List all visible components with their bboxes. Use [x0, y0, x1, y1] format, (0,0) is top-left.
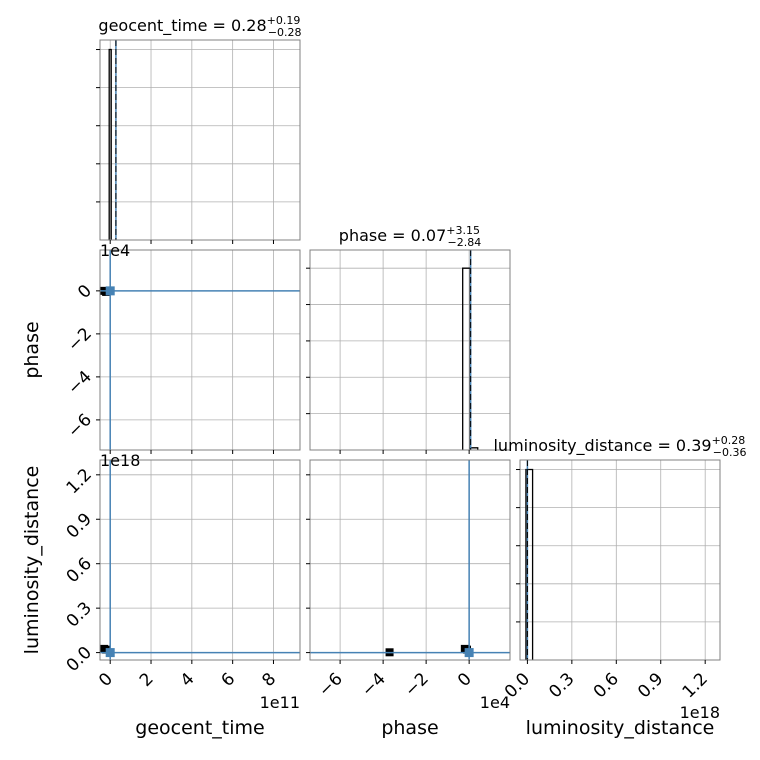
diag-2-title-sup: +0.28 — [712, 434, 746, 447]
diag-0-title: geocent_time = 0.28+0.19 −0.28 — [98, 14, 301, 39]
lower-2-0-xtick-label: 8 — [258, 669, 280, 691]
diag-0-hist-bin — [108, 48, 112, 240]
diag-2-title: luminosity_distance = 0.39+0.28 −0.36 — [493, 434, 746, 459]
diag-2-xtick-label: 0.9 — [634, 669, 667, 702]
lower-2-1-xlabel: phase — [381, 717, 438, 739]
lower-1-0-truth-marker — [105, 286, 115, 296]
diag-0-title-base: geocent_time = 0.28 — [98, 16, 266, 36]
diag-1-title: phase = 0.07+3.15 −2.84 — [339, 224, 481, 249]
lower-2-1-xtick-label: −2 — [401, 669, 433, 701]
diag-1-frame — [309, 249, 511, 451]
lower-2-0-ytick-label: 0.9 — [63, 509, 96, 542]
lower-2-0-ytick-label: 0.0 — [63, 643, 96, 676]
lower-2-0-xlabel: geocent_time — [135, 717, 264, 739]
lower-1-0-ytick-label: −2 — [64, 324, 96, 356]
diag-1-title-sub: −2.84 — [447, 236, 481, 249]
lower-2-0-xtick-label: 0 — [95, 669, 117, 691]
diag-1-title-sup: +3.15 — [446, 224, 480, 237]
diag-2-frame — [519, 459, 721, 661]
diag-1-title-base: phase = 0.07 — [339, 226, 446, 245]
lower-2-0-xtick-label: 6 — [218, 669, 240, 691]
diag-2-xlabel: luminosity_distance — [526, 717, 715, 739]
lower-1-0-y-offset: 1e4 — [100, 241, 130, 260]
lower-2-1-x-offset: 1e4 — [480, 693, 510, 712]
diag-0-frame — [99, 39, 301, 241]
lower-2-0-xtick-label: 2 — [136, 669, 158, 691]
lower-2-0-ytick-label: 0.3 — [63, 598, 96, 631]
lower-1-0-frame — [99, 249, 301, 451]
lower-1-0-ytick-label: −6 — [64, 410, 96, 442]
lower-2-1-xtick-label: −6 — [315, 669, 347, 701]
lower-2-0-x-offset: 1e11 — [260, 693, 300, 712]
diag-0-title-sup: +0.19 — [267, 14, 301, 27]
lower-2-0-truth-marker — [105, 648, 115, 658]
lower-2-0-ytick-label: 0.6 — [63, 554, 96, 587]
diag-2-title-base: luminosity_distance = 0.39 — [493, 436, 711, 456]
diag-2-hist-bin — [525, 468, 534, 660]
lower-2-1-xtick-label: 0 — [454, 669, 476, 691]
lower-1-0-ytick-label: 0 — [74, 281, 96, 303]
diag-2-xtick-label: 1.2 — [679, 669, 712, 702]
diag-2-xtick-label: 0.3 — [545, 669, 578, 702]
diag-2-title-sub: −0.36 — [713, 446, 747, 459]
lower-1-0-ylabel: phase — [21, 321, 43, 378]
diag-0-title-sub: −0.28 — [268, 26, 302, 39]
lower-2-1-truth-marker — [464, 648, 474, 658]
lower-2-0-frame — [99, 459, 301, 661]
lower-2-0-ytick-label: 1.2 — [63, 465, 96, 498]
lower-2-0-y-offset: 1e18 — [100, 451, 140, 470]
lower-2-1-xtick-label: −4 — [358, 669, 390, 701]
lower-2-0-xtick-label: 4 — [177, 669, 199, 691]
lower-2-0-ylabel: luminosity_distance — [21, 466, 43, 655]
diag-2-xtick-label: 0.6 — [590, 669, 623, 702]
diag-2-x-offset: 1e18 — [680, 703, 720, 722]
lower-2-1-frame — [309, 459, 511, 661]
lower-1-0-ytick-label: −4 — [64, 367, 96, 399]
